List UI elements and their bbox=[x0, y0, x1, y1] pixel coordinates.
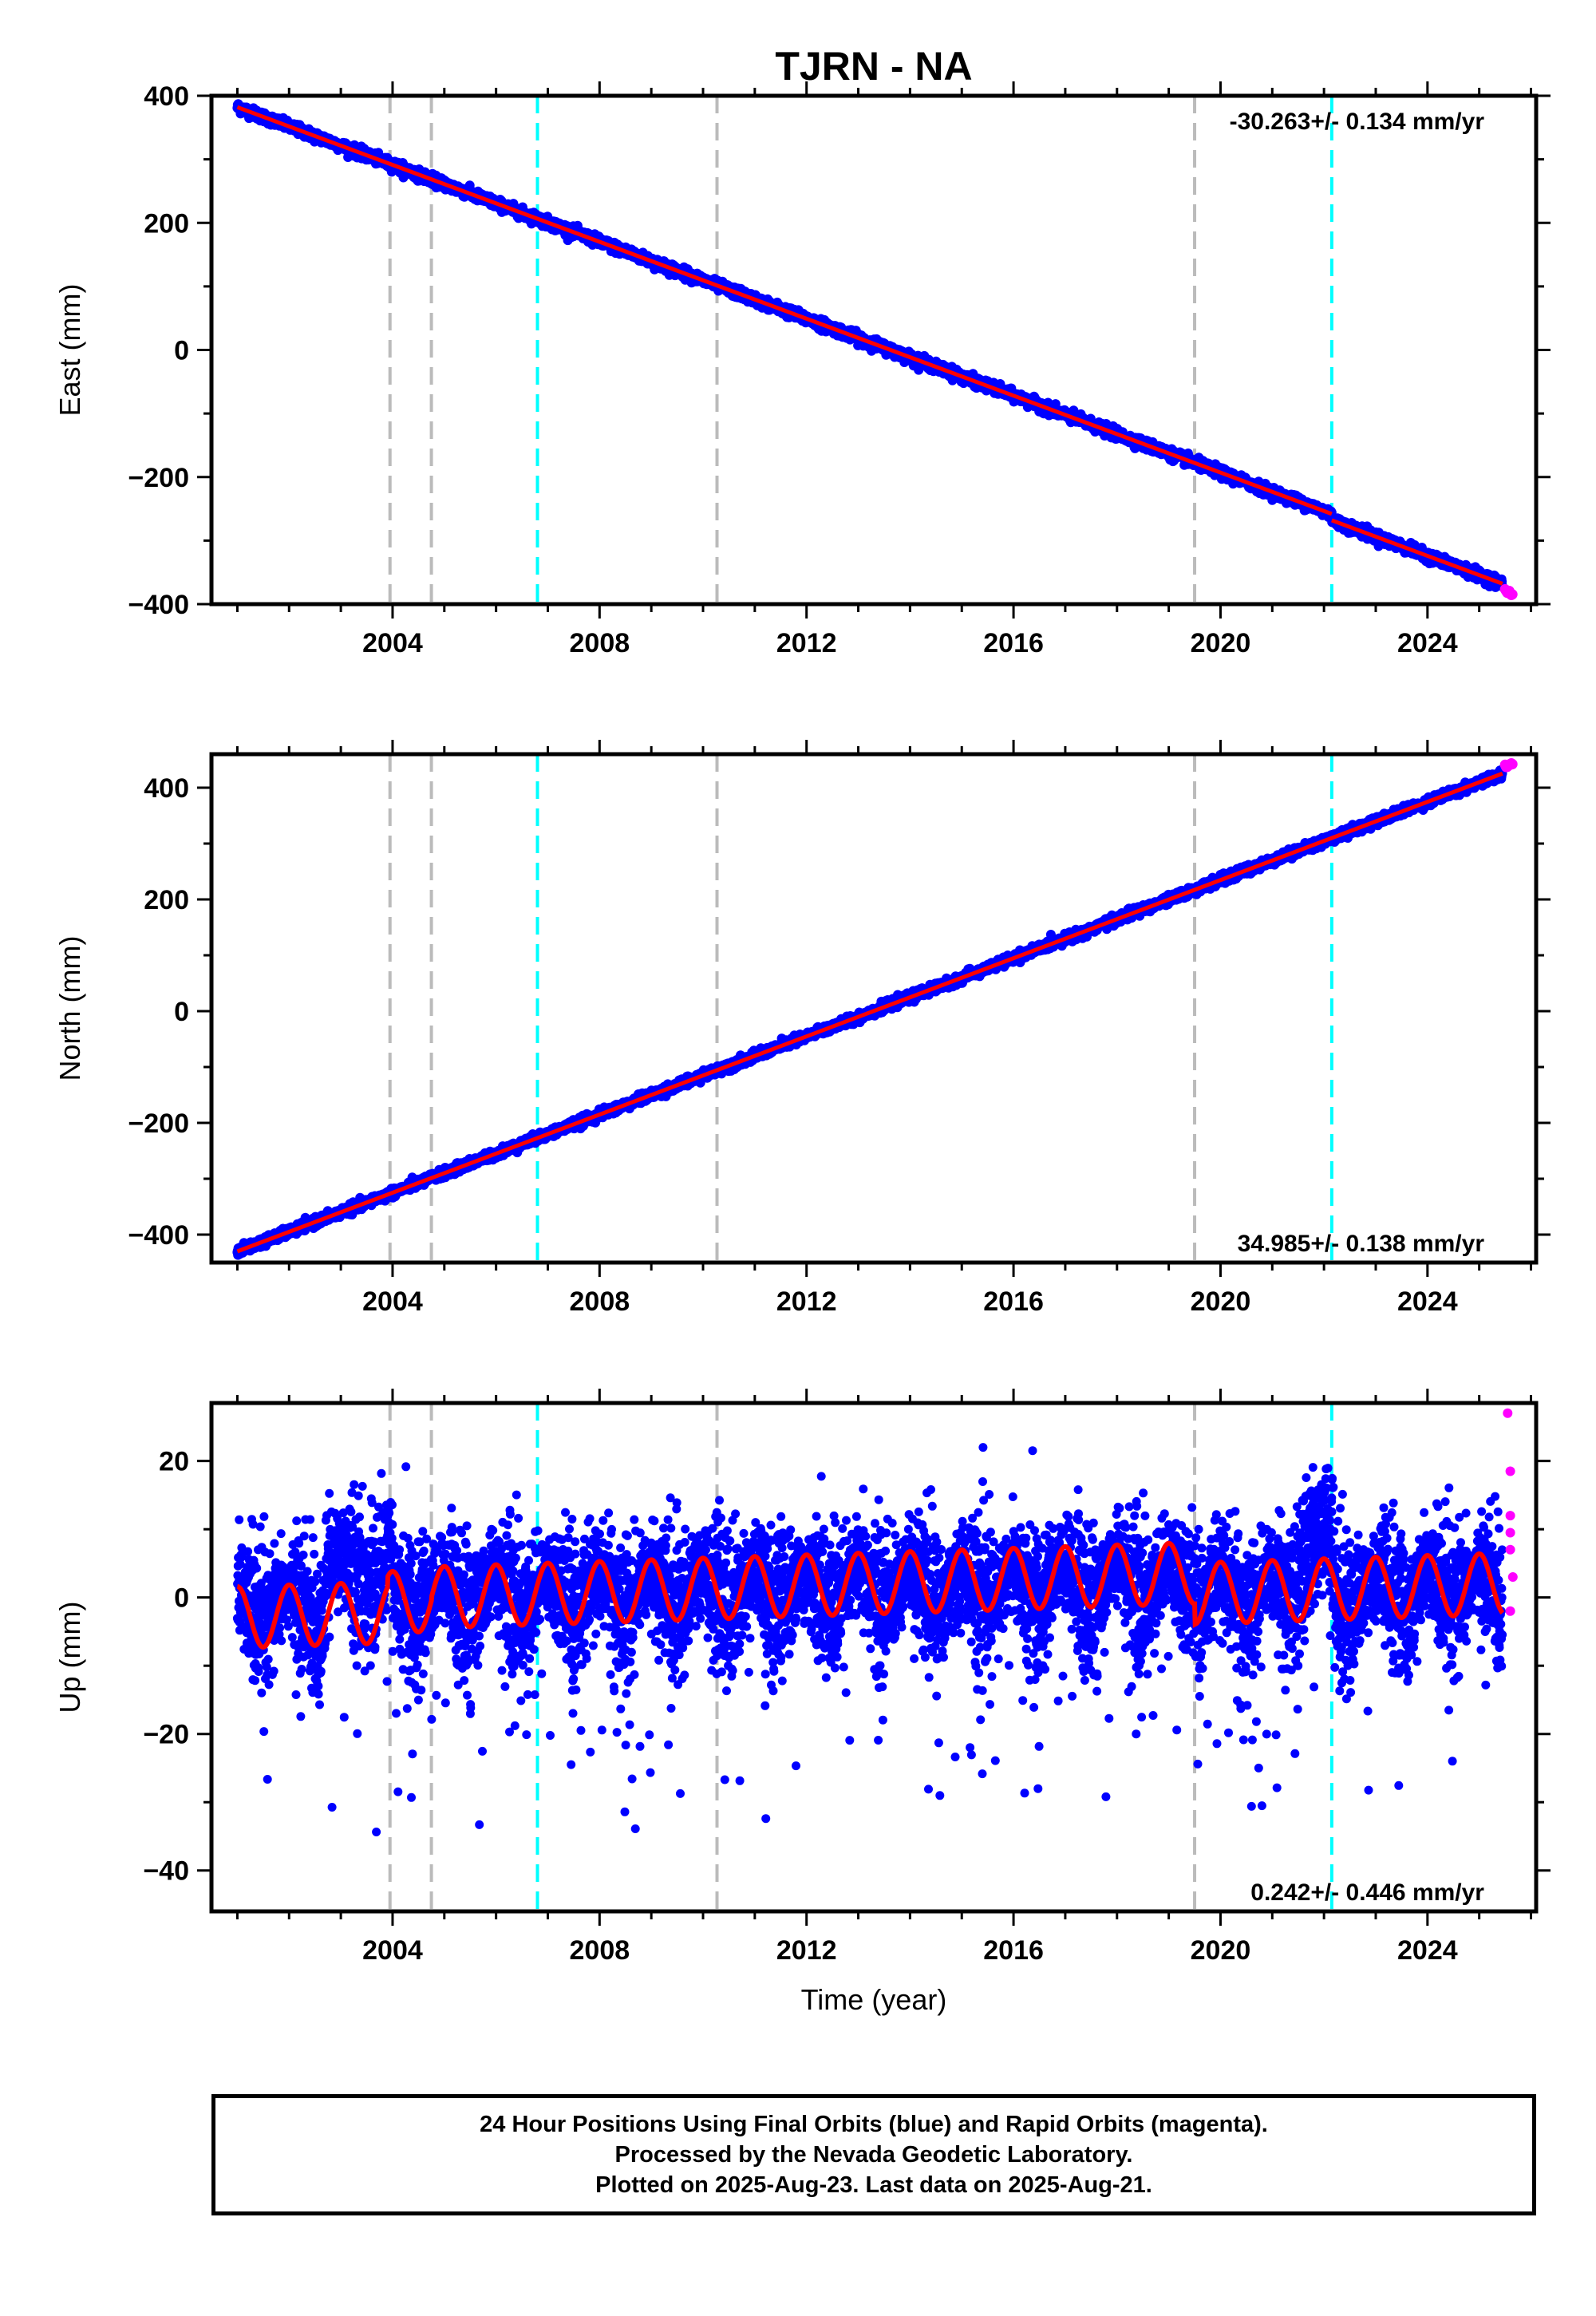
x-tick-label: 2004 bbox=[362, 628, 423, 658]
x-tick-label: 2016 bbox=[983, 628, 1044, 658]
point-rapid bbox=[1507, 589, 1518, 600]
figure-title: TJRN - NA bbox=[775, 44, 972, 89]
y-tick-label: 400 bbox=[144, 81, 189, 112]
x-tick-label: 2008 bbox=[570, 628, 630, 658]
model-line bbox=[1330, 518, 1503, 586]
time-series-figure: TJRN - NA 2004 2008 2012 2016 2020 2024−400−2… bbox=[53, 44, 1551, 2016]
y-tick-label: 200 bbox=[144, 208, 189, 239]
panel-north: 2004 2008 2012 2016 2020 2024−400−2000200400N… bbox=[53, 740, 1551, 1317]
y-axis-label: East (mm) bbox=[53, 284, 86, 417]
panels: 2004 2008 2012 2016 2020 2024 −400 −200 0 200 400 E… bbox=[53, 81, 1551, 1966]
x-tick-label: 2020 bbox=[1191, 628, 1251, 658]
model-line bbox=[236, 105, 1333, 516]
x-tick-label: 2024 bbox=[1397, 628, 1458, 658]
points-north bbox=[232, 758, 1518, 1260]
rate-annotation: -30.263+/- 0.134 mm/yr bbox=[1230, 109, 1485, 135]
x-tick-label: 2012 bbox=[776, 628, 837, 658]
y-tick-label: 0 bbox=[174, 336, 189, 366]
y-tick-label: −200 bbox=[128, 463, 189, 493]
points-east bbox=[232, 99, 1518, 600]
y-tick-label: −400 bbox=[128, 590, 189, 620]
panel-east: 2004 2008 2012 2016 2020 2024 −400 −200 0 200 400 E… bbox=[53, 81, 1551, 658]
